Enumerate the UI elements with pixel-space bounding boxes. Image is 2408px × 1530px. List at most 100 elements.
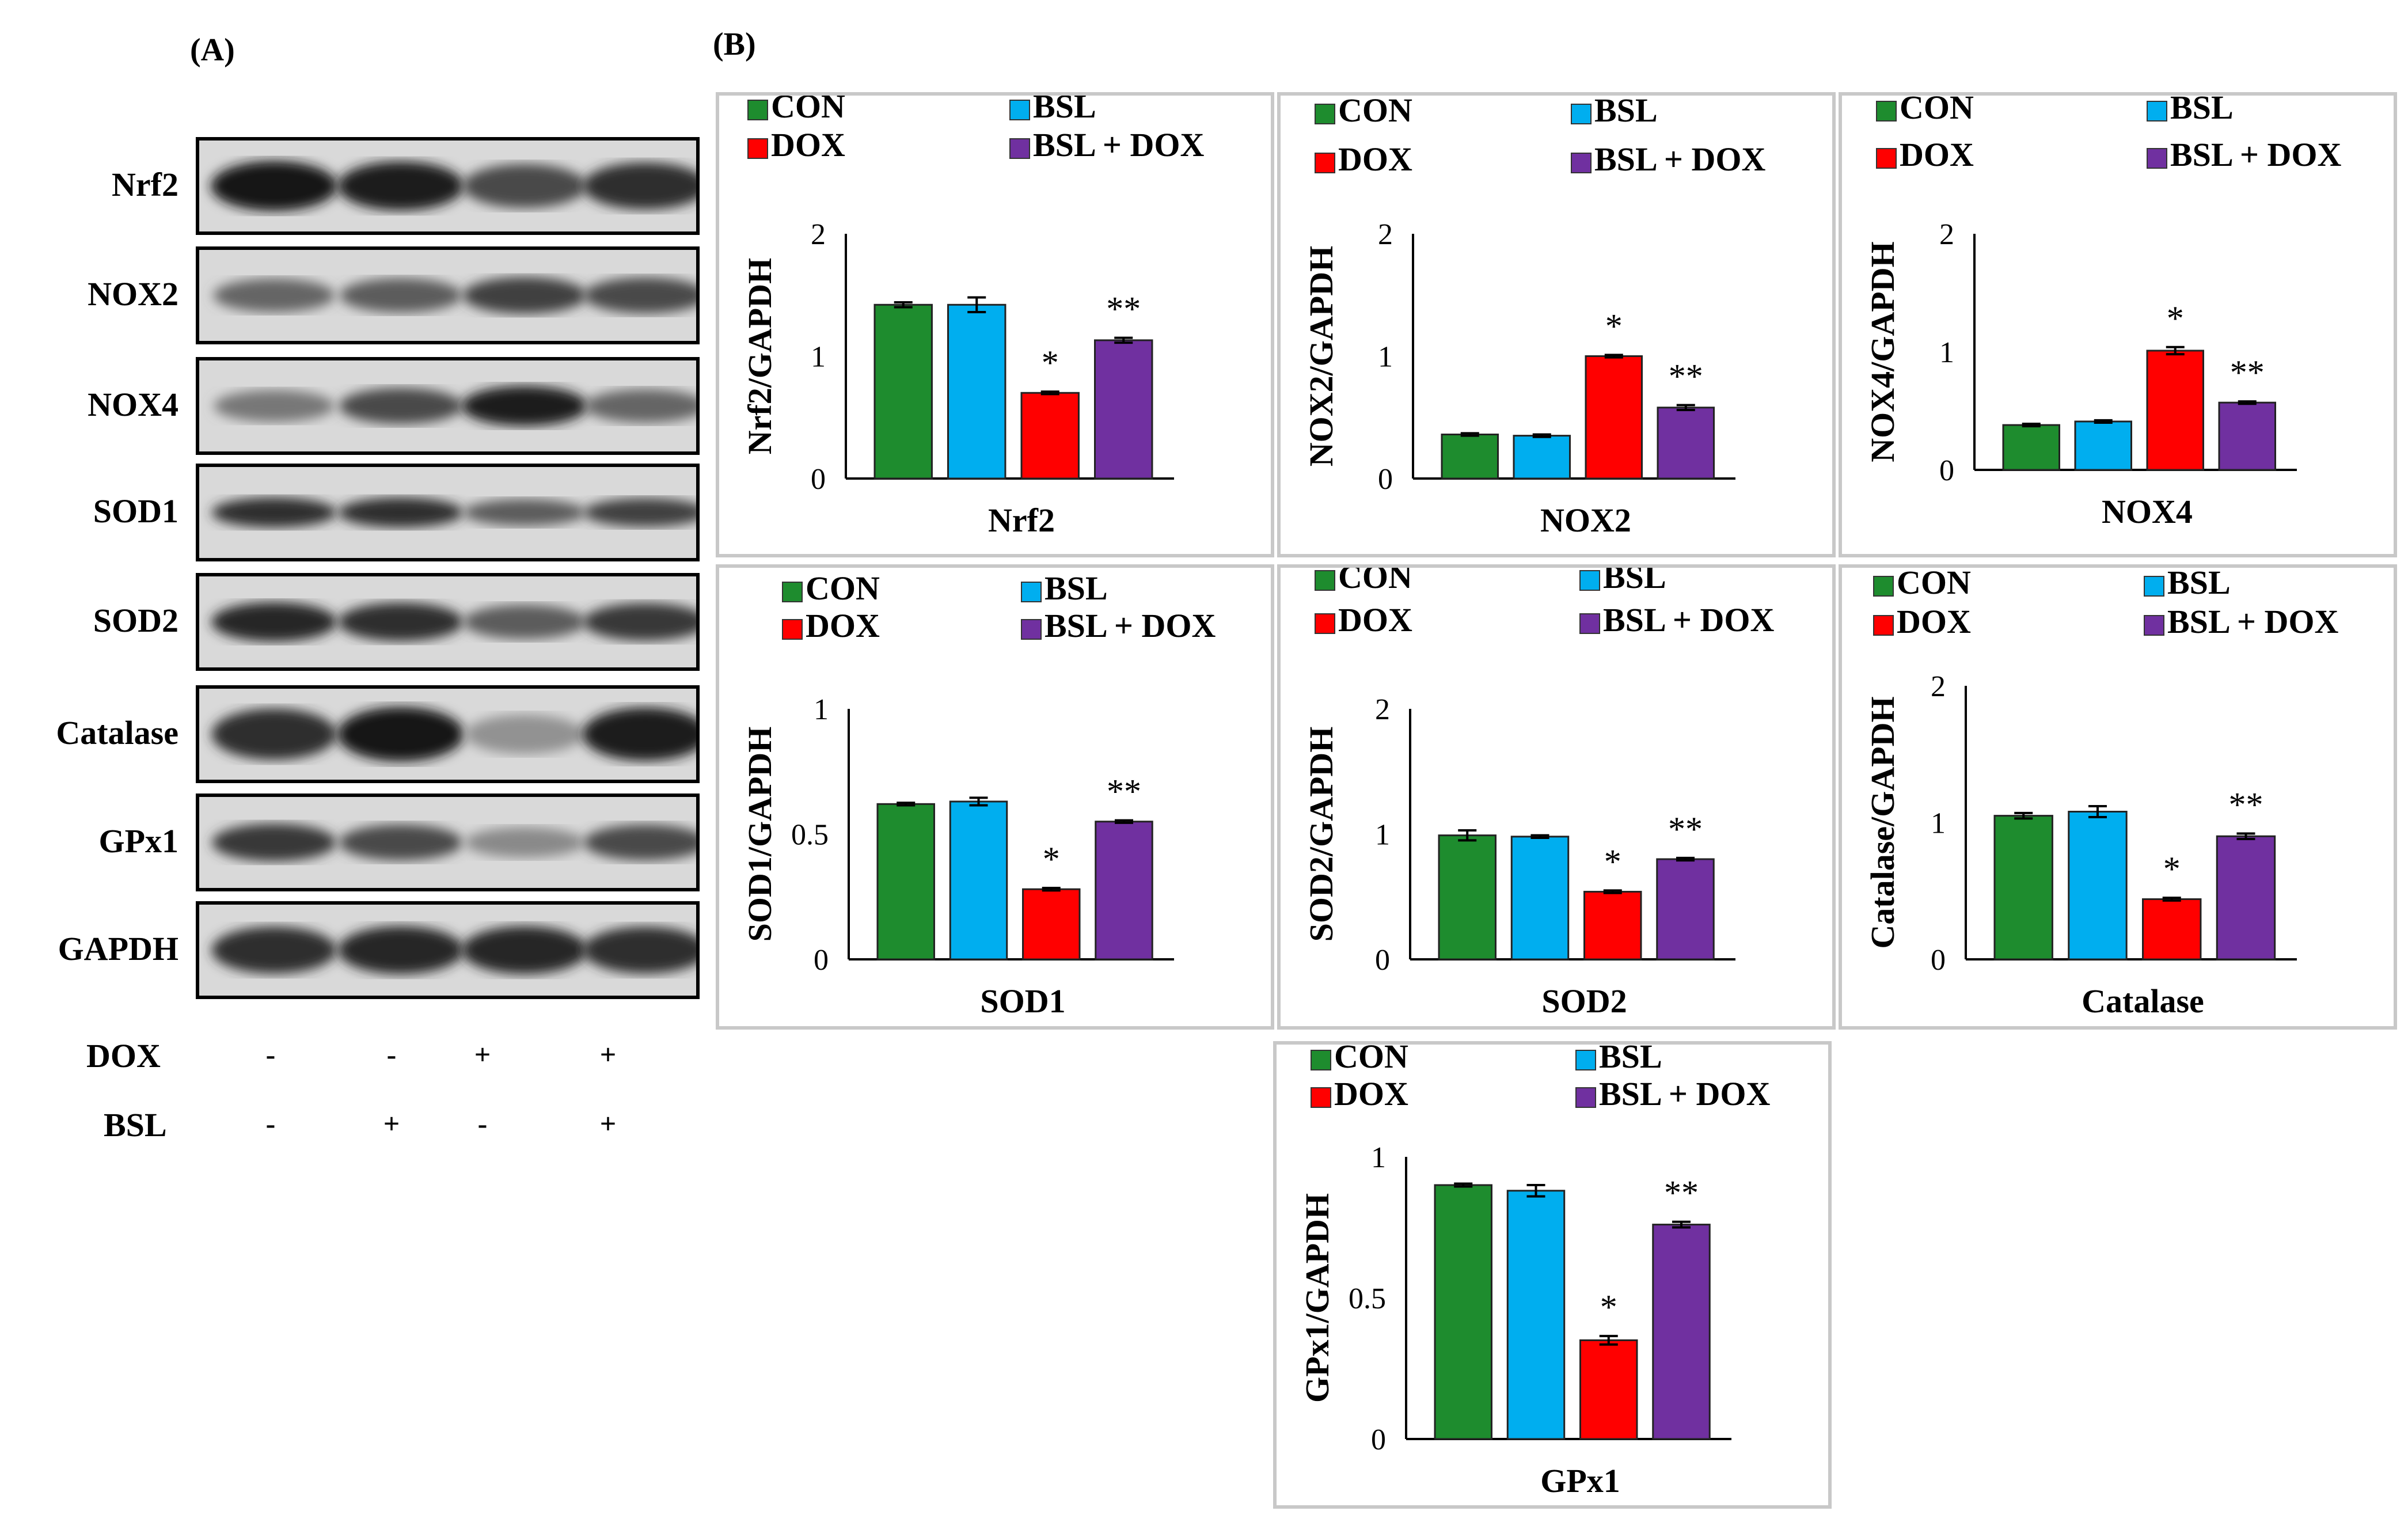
blot-label-nrf2: Nrf2 xyxy=(112,166,178,203)
legend-swatch-bsl xyxy=(1575,1050,1596,1070)
blot-band xyxy=(337,161,464,211)
y-tick-label: 0 xyxy=(1939,454,1954,487)
legend-swatch-dox xyxy=(782,619,803,640)
significance-marker: * xyxy=(1605,307,1623,345)
legend-label: CON xyxy=(771,96,845,125)
y-tick-label: 2 xyxy=(1939,218,1954,251)
y-axis-label: SOD2/GAPDH xyxy=(1302,727,1340,942)
significance-marker: ** xyxy=(1664,1174,1699,1212)
bar-catalase-0 xyxy=(1993,815,2053,960)
y-tick-label: 2 xyxy=(1931,670,1946,703)
bar-nox4-2 xyxy=(2146,350,2204,471)
bar-sod2-2 xyxy=(1583,891,1642,960)
significance-marker: * xyxy=(2163,850,2181,888)
y-tick-label: 0.5 xyxy=(1349,1282,1386,1315)
blot-band xyxy=(211,602,337,642)
significance-marker: * xyxy=(1604,842,1621,880)
blot-strip-sod1 xyxy=(196,464,700,561)
blot-band xyxy=(211,708,337,760)
legend-label: CON xyxy=(806,570,880,607)
significance-marker: ** xyxy=(1107,773,1141,811)
y-tick-label: 0 xyxy=(814,944,829,977)
treatment-label-bsl: BSL xyxy=(104,1106,167,1144)
legend-swatch-dox xyxy=(1315,153,1335,173)
legend-swatch-con xyxy=(747,100,768,120)
blot-band xyxy=(583,603,696,641)
treatment-sign: - xyxy=(477,1107,488,1140)
chart-sod2: CON BSL DOX BSL + DOX 0 1 2 SOD2/GAPDH SOD2 * ** xyxy=(1277,564,1836,1030)
significance-marker: * xyxy=(1600,1288,1617,1326)
blot-band xyxy=(214,390,335,422)
legend-swatch-bsl-plus-dox xyxy=(1579,613,1600,634)
blot-band xyxy=(465,827,584,858)
bar-sod1-0 xyxy=(876,803,935,960)
blot-label-catalase: Catalase xyxy=(56,714,178,751)
bar-gpx1-1 xyxy=(1506,1190,1566,1440)
blot-band xyxy=(583,927,696,974)
significance-marker: * xyxy=(1043,840,1060,878)
y-tick-label: 1 xyxy=(1375,819,1390,852)
legend-swatch-bsl-plus-dox xyxy=(2144,615,2164,636)
blot-band xyxy=(464,605,586,639)
blot-band xyxy=(338,602,464,641)
blot-band xyxy=(339,388,462,424)
bar-sod2-3 xyxy=(1656,858,1715,960)
legend-label: DOX xyxy=(806,607,880,644)
chart-nrf2: CON BSL DOX BSL + DOX 0 1 2 Nrf2/GAPDH Nrf2 * ** xyxy=(716,92,1274,557)
legend-swatch-bsl xyxy=(1579,570,1600,591)
blot-band xyxy=(465,714,584,754)
bar-gpx1-2 xyxy=(1579,1339,1638,1440)
legend-label: CON xyxy=(1334,1045,1408,1075)
bar-nox4-1 xyxy=(2074,420,2132,471)
legend-label: DOX xyxy=(771,126,845,164)
significance-marker: ** xyxy=(2230,354,2265,392)
treatment-sign: - xyxy=(265,1107,276,1140)
blot-strip-sod2 xyxy=(196,573,700,671)
y-tick-label: 1 xyxy=(811,341,826,374)
legend-label: BSL + DOX xyxy=(2170,136,2341,173)
blot-strip-nrf2 xyxy=(196,137,700,235)
legend-swatch-con xyxy=(1315,570,1335,591)
legend-label: BSL + DOX xyxy=(1603,601,1774,639)
blot-band xyxy=(584,389,696,423)
bar-sod1-1 xyxy=(949,800,1008,960)
legend-swatch-bsl-plus-dox xyxy=(1021,619,1042,640)
legend-label: CON xyxy=(1900,96,1974,126)
bar-sod2-0 xyxy=(1438,834,1497,960)
legend-swatch-dox xyxy=(1311,1087,1331,1108)
legend-label: BSL xyxy=(1599,1045,1662,1075)
blot-band xyxy=(337,707,464,762)
legend-swatch-bsl xyxy=(1021,582,1042,602)
treatment-sign: - xyxy=(265,1038,276,1070)
legend-label: BSL xyxy=(1033,96,1096,125)
legend-label: BSL xyxy=(1594,96,1658,129)
bar-nrf2-3 xyxy=(1094,339,1153,480)
blot-label-nox4: NOX4 xyxy=(88,386,178,423)
blot-band xyxy=(338,926,464,974)
legend-label: DOX xyxy=(1338,601,1412,639)
x-axis-label: NOX4 xyxy=(2102,493,2193,530)
y-tick-label: 1 xyxy=(1939,336,1954,369)
legend-label: DOX xyxy=(1338,141,1412,178)
legend-label: CON xyxy=(1897,568,1971,601)
panel-b-label: (B) xyxy=(713,26,756,62)
bar-catalase-2 xyxy=(2142,898,2202,960)
y-tick-label: 0 xyxy=(1371,1423,1386,1456)
chart-svg-catalase: CON BSL DOX BSL + DOX 0 1 2 Catalase/GAPDH Catal… xyxy=(1864,568,2338,1020)
y-tick-label: 2 xyxy=(1375,693,1390,726)
x-axis-label: GPx1 xyxy=(1540,1462,1620,1499)
legend-swatch-dox xyxy=(747,138,768,159)
bar-gpx1-0 xyxy=(1434,1184,1492,1440)
blot-band xyxy=(463,164,586,208)
blot-band xyxy=(462,277,587,314)
x-axis-label: Nrf2 xyxy=(988,502,1055,539)
y-tick-label: 0.5 xyxy=(791,819,829,852)
bar-nox4-0 xyxy=(2002,424,2060,471)
bar-nox4-3 xyxy=(2218,401,2276,471)
blot-strip-nox4 xyxy=(196,357,700,455)
y-axis-label: NOX2/GAPDH xyxy=(1302,246,1340,466)
significance-marker: ** xyxy=(2228,786,2263,824)
bar-sod2-1 xyxy=(1510,836,1570,960)
legend-swatch-con xyxy=(1873,576,1894,597)
